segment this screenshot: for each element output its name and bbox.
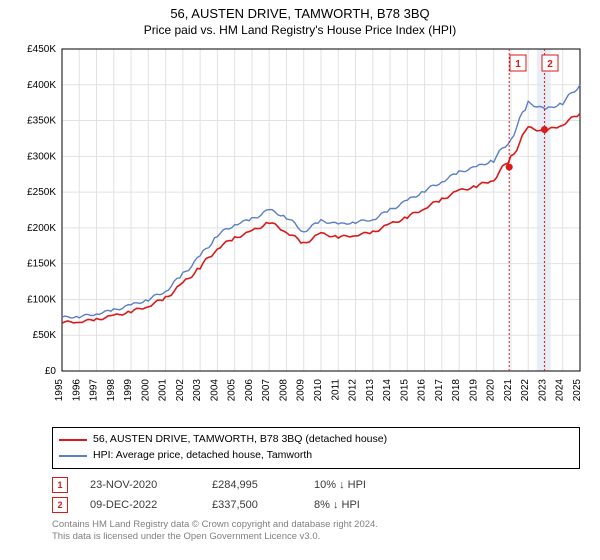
svg-text:£400K: £400K bbox=[27, 80, 56, 91]
svg-text:£50K: £50K bbox=[33, 330, 57, 341]
page-subtitle: Price paid vs. HM Land Registry's House … bbox=[0, 21, 600, 41]
svg-text:2013: 2013 bbox=[365, 379, 376, 402]
svg-text:2009: 2009 bbox=[296, 379, 307, 402]
svg-text:£350K: £350K bbox=[27, 116, 56, 127]
sale-marker: 2 bbox=[52, 497, 68, 513]
svg-text:£250K: £250K bbox=[27, 187, 56, 198]
svg-text:2001: 2001 bbox=[158, 379, 169, 402]
legend-label: 56, AUSTEN DRIVE, TAMWORTH, B78 3BQ (det… bbox=[93, 432, 387, 448]
svg-text:2015: 2015 bbox=[399, 379, 410, 402]
svg-text:1995: 1995 bbox=[54, 379, 65, 402]
svg-text:2019: 2019 bbox=[468, 379, 479, 402]
svg-text:2024: 2024 bbox=[555, 379, 566, 402]
svg-text:£300K: £300K bbox=[27, 151, 56, 162]
svg-text:2020: 2020 bbox=[486, 379, 497, 402]
svg-text:£100K: £100K bbox=[27, 294, 56, 305]
footnote: Contains HM Land Registry data © Crown c… bbox=[52, 519, 580, 544]
sale-diff: 8% ↓ HPI bbox=[314, 499, 404, 511]
page-title: 56, AUSTEN DRIVE, TAMWORTH, B78 3BQ bbox=[0, 0, 600, 21]
sale-diff: 10% ↓ HPI bbox=[314, 479, 404, 491]
sale-date: 23-NOV-2020 bbox=[90, 479, 190, 491]
sale-price: £337,500 bbox=[212, 499, 292, 511]
svg-text:2: 2 bbox=[547, 59, 553, 70]
legend-item: HPI: Average price, detached house, Tamw… bbox=[59, 448, 573, 464]
svg-text:2002: 2002 bbox=[175, 379, 186, 402]
sales-table: 1 23-NOV-2020 £284,995 10% ↓ HPI 2 09-DEC-202… bbox=[52, 477, 580, 513]
legend-swatch bbox=[59, 439, 87, 441]
svg-text:2018: 2018 bbox=[451, 379, 462, 402]
svg-text:2005: 2005 bbox=[227, 379, 238, 402]
legend: 56, AUSTEN DRIVE, TAMWORTH, B78 3BQ (det… bbox=[52, 427, 580, 469]
svg-text:£150K: £150K bbox=[27, 259, 56, 270]
svg-text:2017: 2017 bbox=[434, 379, 445, 402]
svg-text:£200K: £200K bbox=[27, 223, 56, 234]
svg-text:2008: 2008 bbox=[278, 379, 289, 402]
footnote-line: This data is licensed under the Open Gov… bbox=[52, 531, 580, 543]
svg-text:2023: 2023 bbox=[537, 379, 548, 402]
price-chart: £0 £50K £100K £150K £200K £250K £300K £350K £400… bbox=[10, 41, 590, 421]
svg-text:2010: 2010 bbox=[313, 379, 324, 402]
sales-row: 2 09-DEC-2022 £337,500 8% ↓ HPI bbox=[52, 497, 580, 513]
svg-text:2011: 2011 bbox=[330, 379, 341, 401]
sale-date: 09-DEC-2022 bbox=[90, 499, 190, 511]
svg-text:2007: 2007 bbox=[261, 379, 272, 402]
svg-text:2006: 2006 bbox=[244, 379, 255, 402]
svg-text:2016: 2016 bbox=[417, 379, 428, 402]
sale-price: £284,995 bbox=[212, 479, 292, 491]
legend-label: HPI: Average price, detached house, Tamw… bbox=[93, 448, 312, 464]
svg-text:1996: 1996 bbox=[71, 379, 82, 402]
svg-text:2003: 2003 bbox=[192, 379, 203, 402]
legend-swatch bbox=[59, 455, 87, 457]
svg-text:2025: 2025 bbox=[572, 379, 583, 402]
sales-row: 1 23-NOV-2020 £284,995 10% ↓ HPI bbox=[52, 477, 580, 493]
svg-text:2000: 2000 bbox=[140, 379, 151, 402]
sale-marker: 1 bbox=[52, 477, 68, 493]
svg-text:2022: 2022 bbox=[520, 379, 531, 402]
svg-text:2014: 2014 bbox=[382, 379, 393, 402]
svg-text:2021: 2021 bbox=[503, 379, 514, 402]
svg-text:£0: £0 bbox=[45, 366, 57, 377]
svg-text:1998: 1998 bbox=[106, 379, 117, 402]
legend-item: 56, AUSTEN DRIVE, TAMWORTH, B78 3BQ (det… bbox=[59, 432, 573, 448]
svg-text:1999: 1999 bbox=[123, 379, 134, 402]
svg-text:1997: 1997 bbox=[89, 379, 100, 402]
svg-text:1: 1 bbox=[515, 59, 521, 70]
svg-text:2004: 2004 bbox=[209, 379, 220, 402]
svg-text:£450K: £450K bbox=[27, 44, 56, 55]
svg-text:2012: 2012 bbox=[348, 379, 359, 402]
footnote-line: Contains HM Land Registry data © Crown c… bbox=[52, 519, 580, 531]
